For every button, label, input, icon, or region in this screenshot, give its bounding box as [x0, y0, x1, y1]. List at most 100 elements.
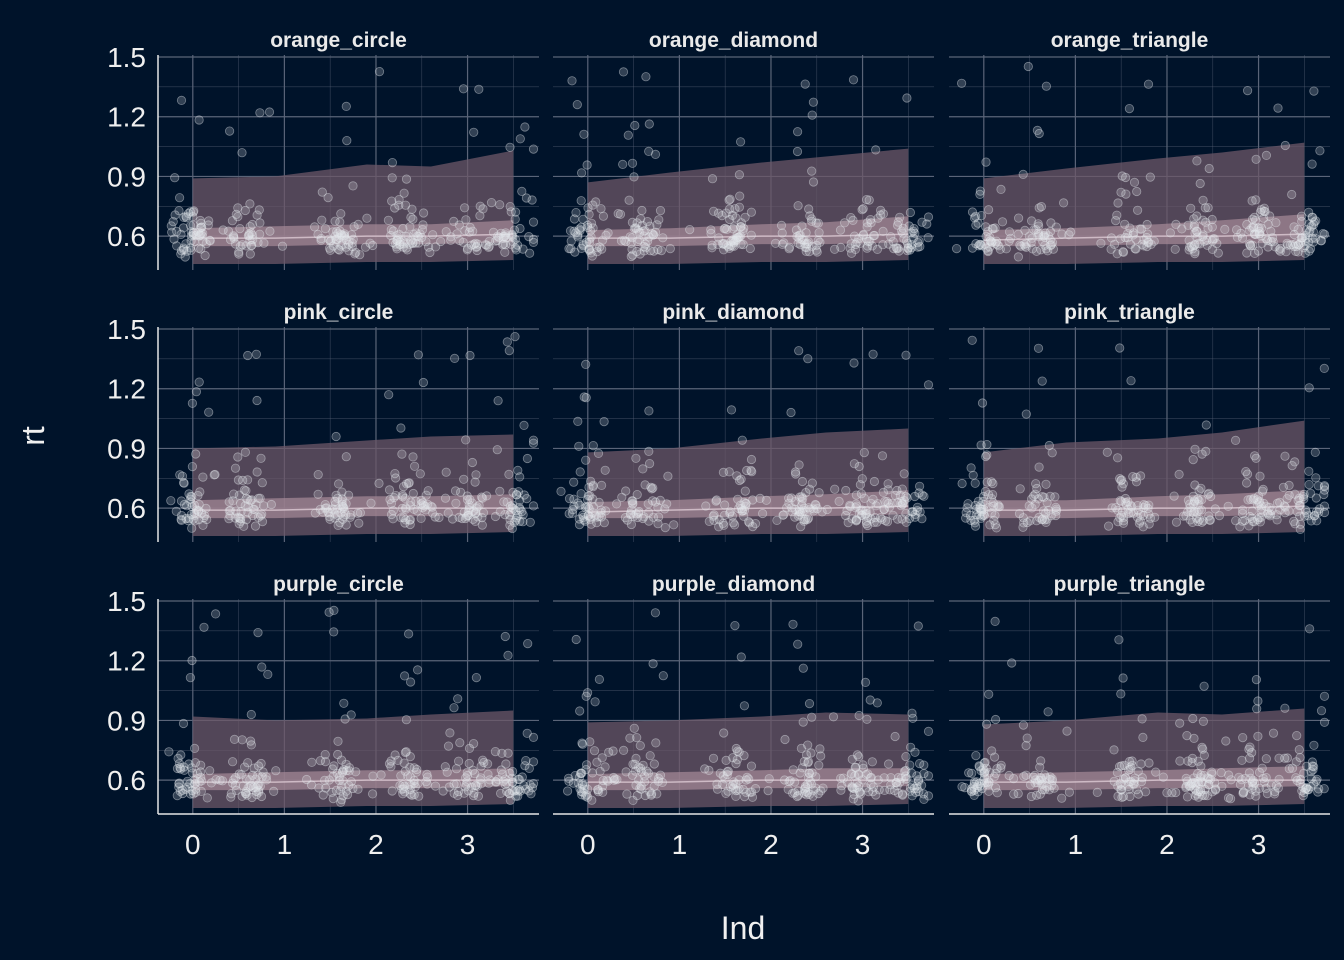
data-point [914, 236, 924, 246]
data-point [1129, 779, 1139, 789]
data-point [1268, 233, 1278, 243]
data-point [1029, 225, 1039, 235]
data-point [196, 218, 206, 228]
data-point [239, 485, 249, 495]
data-point [256, 453, 266, 463]
data-point [1183, 220, 1193, 230]
data-point [528, 237, 539, 247]
data-point [190, 500, 200, 510]
data-point [229, 232, 239, 242]
data-point [830, 484, 840, 494]
data-point [440, 493, 451, 503]
data-point [394, 195, 404, 205]
data-point [798, 663, 808, 673]
data-point [737, 506, 747, 516]
data-point [339, 233, 349, 243]
data-point [892, 514, 903, 524]
data-point [470, 508, 480, 519]
data-point [478, 508, 489, 518]
data-point [640, 239, 650, 249]
data-point [1132, 512, 1143, 522]
data-point [324, 234, 334, 244]
data-point [341, 101, 351, 112]
data-point [474, 500, 484, 510]
data-point [181, 513, 191, 524]
data-point [355, 250, 365, 260]
data-point [1248, 214, 1258, 224]
data-point [330, 496, 340, 506]
data-point [483, 769, 493, 779]
data-point [1212, 239, 1222, 249]
data-point [917, 490, 927, 500]
data-point [1136, 759, 1146, 769]
data-point [899, 495, 909, 506]
y-axis-title: rt [15, 426, 51, 446]
data-point [707, 240, 717, 250]
data-point [475, 211, 485, 221]
data-point [1316, 706, 1327, 716]
data-point [913, 621, 923, 631]
data-point [1118, 247, 1129, 257]
data-point [656, 246, 667, 256]
data-point [852, 750, 863, 760]
data-point [897, 790, 908, 800]
data-point [346, 230, 357, 240]
data-point [794, 346, 804, 356]
data-point [459, 203, 470, 213]
data-point [171, 506, 181, 516]
data-point [1201, 217, 1211, 227]
data-point [495, 506, 505, 517]
data-point [196, 508, 207, 518]
data-point [804, 247, 814, 257]
data-point [1020, 225, 1030, 235]
data-point [736, 222, 746, 232]
data-point [592, 757, 602, 767]
data-point [337, 497, 347, 507]
data-point [971, 750, 981, 761]
data-point [492, 445, 502, 455]
x-tick-label: 3 [1251, 829, 1267, 860]
data-point [1245, 753, 1255, 763]
data-point [333, 736, 343, 746]
data-point [1185, 242, 1195, 252]
data-point [518, 244, 528, 254]
x-tick-label: 1 [277, 829, 293, 860]
data-point [861, 234, 872, 244]
data-point [975, 189, 985, 199]
data-point [1202, 240, 1212, 250]
data-point [584, 504, 594, 514]
data-point [401, 715, 411, 725]
facet-orange_triangle: orange_triangle [949, 29, 1330, 270]
data-point [564, 776, 574, 786]
data-point [197, 776, 207, 786]
data-point [190, 516, 200, 526]
data-point [736, 652, 746, 662]
data-point [394, 200, 404, 210]
x-tick-label: 2 [368, 829, 384, 860]
data-point [797, 235, 807, 245]
data-point [801, 239, 812, 249]
data-point [430, 512, 440, 522]
data-point [629, 224, 640, 234]
data-point [575, 467, 585, 477]
data-point [436, 236, 446, 247]
data-point [868, 494, 878, 504]
data-point [1304, 207, 1314, 217]
data-point [249, 504, 259, 514]
data-point [834, 496, 844, 506]
data-point [476, 492, 487, 502]
data-point [170, 210, 180, 220]
data-point [190, 510, 200, 520]
data-point [341, 235, 351, 245]
data-point [879, 773, 889, 783]
data-point [190, 743, 200, 754]
data-point [1131, 244, 1141, 254]
data-point [1261, 234, 1271, 244]
data-point [956, 78, 967, 88]
data-point [1115, 343, 1125, 353]
data-point [599, 416, 609, 427]
data-point [814, 488, 824, 498]
data-point [400, 747, 410, 758]
data-point [728, 235, 738, 245]
data-point [416, 495, 426, 505]
